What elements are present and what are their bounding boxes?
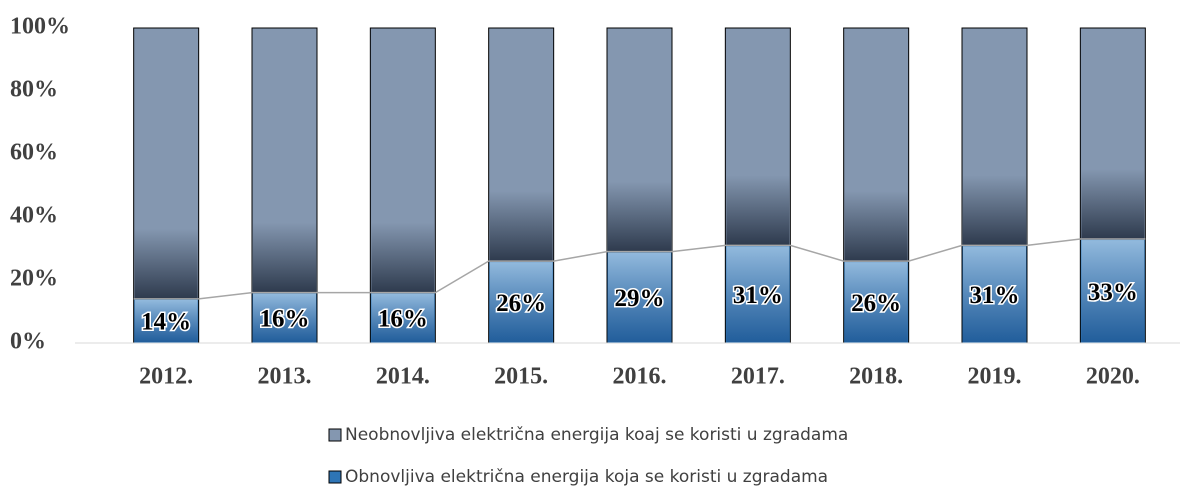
- x-tick-label: 2015.: [494, 364, 548, 390]
- bar-shade: [371, 222, 435, 293]
- legend-label: Obnovljiva električna energija koja se k…: [345, 467, 828, 487]
- y-tick-label: 60%: [10, 140, 58, 166]
- bar-shade: [608, 181, 671, 252]
- series-line: [133, 238, 1146, 300]
- x-tick-label: 2018.: [849, 364, 903, 390]
- bar-shade: [134, 299, 198, 342]
- data-label: 26%: [496, 290, 546, 317]
- y-tick-label: 40%: [10, 203, 58, 229]
- x-tick-label: 2019.: [968, 364, 1022, 390]
- bar-shade: [963, 175, 1026, 246]
- bar-shade: [726, 246, 790, 342]
- bar-shade: [1081, 240, 1145, 342]
- data-label: 31%: [733, 282, 783, 309]
- x-tick-label: 2016.: [613, 364, 667, 390]
- y-tick-label: 0%: [10, 329, 46, 355]
- data-label: 33%: [1088, 279, 1138, 306]
- x-tick-label: 2020.: [1086, 364, 1140, 390]
- bar-shade: [608, 252, 671, 342]
- y-tick-label: 100%: [10, 14, 70, 40]
- data-label: 31%: [970, 282, 1020, 309]
- legend-label: Neobnovljiva električna energija koaj se…: [345, 425, 848, 445]
- bar-shade: [489, 191, 553, 262]
- y-tick-label: 20%: [10, 266, 58, 292]
- x-tick-label: 2012.: [139, 364, 193, 390]
- data-label: 26%: [851, 290, 901, 317]
- bar-shade: [726, 175, 790, 246]
- legend-swatch: [328, 470, 342, 484]
- bar-shade: [844, 262, 908, 342]
- bar-shade: [253, 293, 316, 342]
- y-tick-label: 80%: [10, 77, 58, 103]
- x-tick-label: 2017.: [731, 364, 785, 390]
- bar-shade: [1081, 169, 1145, 240]
- bar-shade: [371, 293, 435, 342]
- x-tick-label: 2013.: [258, 364, 312, 390]
- data-label: 29%: [615, 285, 665, 312]
- bar-shade: [489, 262, 553, 342]
- data-label: 16%: [260, 306, 310, 333]
- bar-shade: [253, 222, 316, 293]
- data-label: 14%: [141, 309, 191, 336]
- bar-shade: [844, 191, 908, 262]
- x-tick-label: 2014.: [376, 364, 430, 390]
- bar-shade: [963, 246, 1026, 342]
- legend-swatch: [328, 428, 342, 442]
- bar-shade: [134, 228, 198, 299]
- data-label: 16%: [378, 306, 428, 333]
